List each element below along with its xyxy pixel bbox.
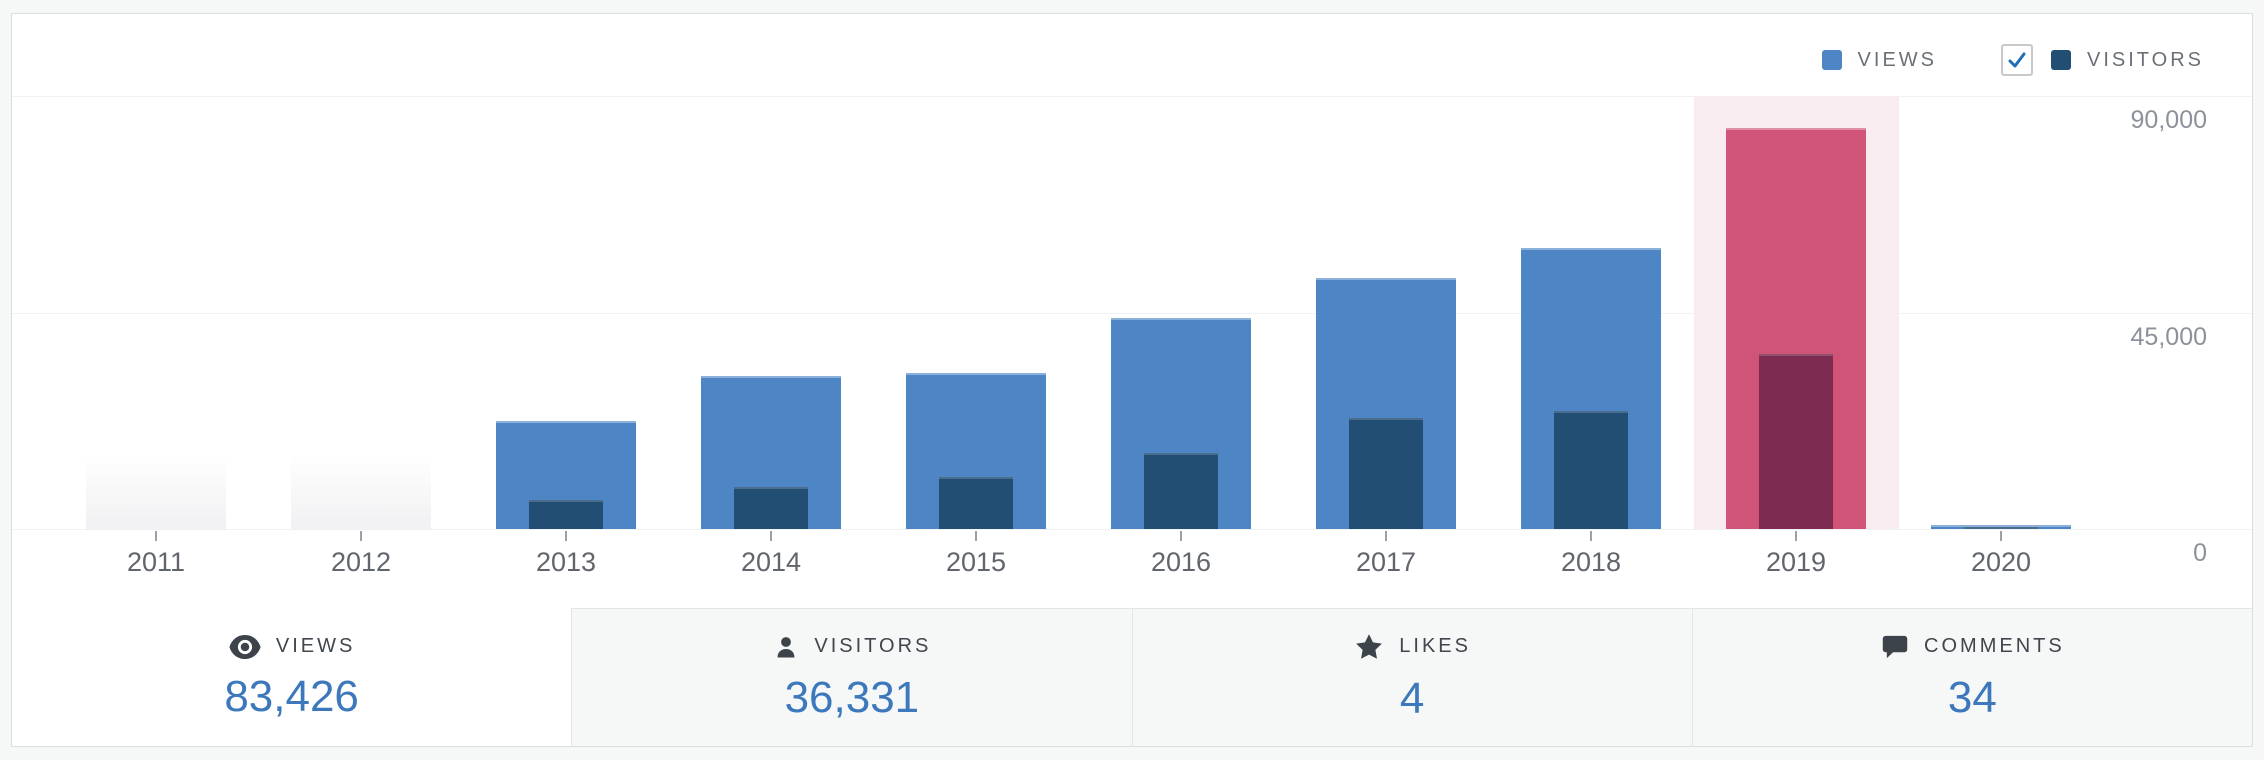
x-axis-tick-2015	[975, 531, 977, 541]
x-axis-label-2016: 2016	[1150, 547, 1212, 577]
tab-likes-label: LIKES	[1399, 635, 1471, 657]
y-axis-label-45000: 45,000	[2130, 322, 2207, 351]
y-axis-label-0: 0	[2193, 539, 2207, 567]
visitors-swatch	[2051, 50, 2071, 70]
x-axis-label-2018: 2018	[1560, 547, 1622, 577]
bar-visitors-2013[interactable]	[529, 500, 603, 529]
tab-views-value: 83,426	[224, 671, 359, 721]
x-axis-label-2012: 2012	[330, 547, 392, 577]
legend-item-visitors[interactable]: VISITORS	[2001, 44, 2204, 76]
tab-comments[interactable]: COMMENTS 34	[1691, 608, 2252, 746]
bar-visitors-2020[interactable]	[1964, 527, 2038, 529]
tab-views-label: VIEWS	[275, 635, 356, 657]
person-icon	[772, 633, 800, 661]
x-axis-tick-2020	[2000, 531, 2002, 541]
tab-comments-head: COMMENTS	[1880, 633, 2065, 661]
chart-legend: VIEWS VISITORS	[1821, 40, 2204, 80]
eye-icon	[228, 634, 262, 660]
bar-visitors-2016[interactable]	[1144, 453, 1218, 529]
x-axis-tick-2016	[1180, 531, 1182, 541]
bar-visitors-2019[interactable]	[1759, 354, 1833, 529]
stats-chart-card: VIEWS VISITORS 90,000 45,000 0 2011 2012 2013…	[11, 13, 2253, 747]
checkmark-icon	[2008, 52, 2026, 68]
tab-likes[interactable]: LIKES 4	[1131, 608, 1692, 746]
x-axis-label-2020: 2020	[1970, 547, 2032, 577]
tab-views-head: VIEWS	[228, 634, 355, 660]
bar-placeholder-2012[interactable]	[291, 453, 431, 529]
gridline-0	[12, 529, 2252, 530]
legend-visitors-label: VISITORS	[2087, 48, 2204, 71]
bar-visitors-2017[interactable]	[1349, 418, 1423, 529]
tab-comments-label: COMMENTS	[1924, 635, 2065, 657]
x-axis-tick-2011	[155, 531, 157, 541]
x-axis-tick-2019	[1795, 531, 1797, 541]
bar-placeholder-2011[interactable]	[86, 453, 226, 529]
summary-tab-bar: VIEWS 83,426 VISITORS 36,331	[12, 608, 2252, 746]
bar-visitors-2015[interactable]	[939, 477, 1013, 529]
x-axis-tick-2012	[360, 531, 362, 541]
x-axis-label-2015: 2015	[945, 547, 1007, 577]
bar-visitors-2014[interactable]	[734, 487, 808, 529]
tab-visitors[interactable]: VISITORS 36,331	[571, 608, 1132, 746]
bar-visitors-2018[interactable]	[1554, 411, 1628, 529]
tab-visitors-head: VISITORS	[772, 633, 931, 661]
legend-views-label: VIEWS	[1857, 48, 1937, 71]
gridline-90000	[12, 96, 2252, 97]
comment-icon	[1880, 633, 1910, 661]
x-axis-tick-2017	[1385, 531, 1387, 541]
x-axis-tick-2013	[565, 531, 567, 541]
tab-views[interactable]: VIEWS 83,426	[12, 608, 572, 746]
x-axis-label-2014: 2014	[740, 547, 802, 577]
y-axis-label-90000: 90,000	[2130, 106, 2207, 134]
x-axis-label-2019: 2019	[1765, 547, 1827, 577]
x-axis-tick-2018	[1590, 531, 1592, 541]
tab-likes-head: LIKES	[1353, 632, 1471, 662]
legend-item-views: VIEWS	[1821, 48, 1937, 72]
x-axis-label-2011: 2011	[126, 547, 186, 577]
visitors-checkbox[interactable]	[2001, 44, 2033, 76]
tab-comments-value: 34	[1947, 672, 1997, 722]
gridline-45000	[12, 312, 2252, 314]
tab-visitors-label: VISITORS	[814, 635, 932, 657]
tab-visitors-value: 36,331	[784, 672, 920, 722]
x-axis-label-2017: 2017	[1355, 547, 1417, 577]
star-icon	[1353, 632, 1385, 662]
x-axis-label-2013: 2013	[535, 547, 597, 577]
x-axis-tick-2014	[770, 531, 772, 541]
chart-plot: 90,000 45,000 0 2011 2012 2013 2014 2015 2016 201…	[12, 14, 2252, 609]
views-swatch	[1821, 50, 1842, 70]
tab-likes-value: 4	[1399, 673, 1425, 723]
